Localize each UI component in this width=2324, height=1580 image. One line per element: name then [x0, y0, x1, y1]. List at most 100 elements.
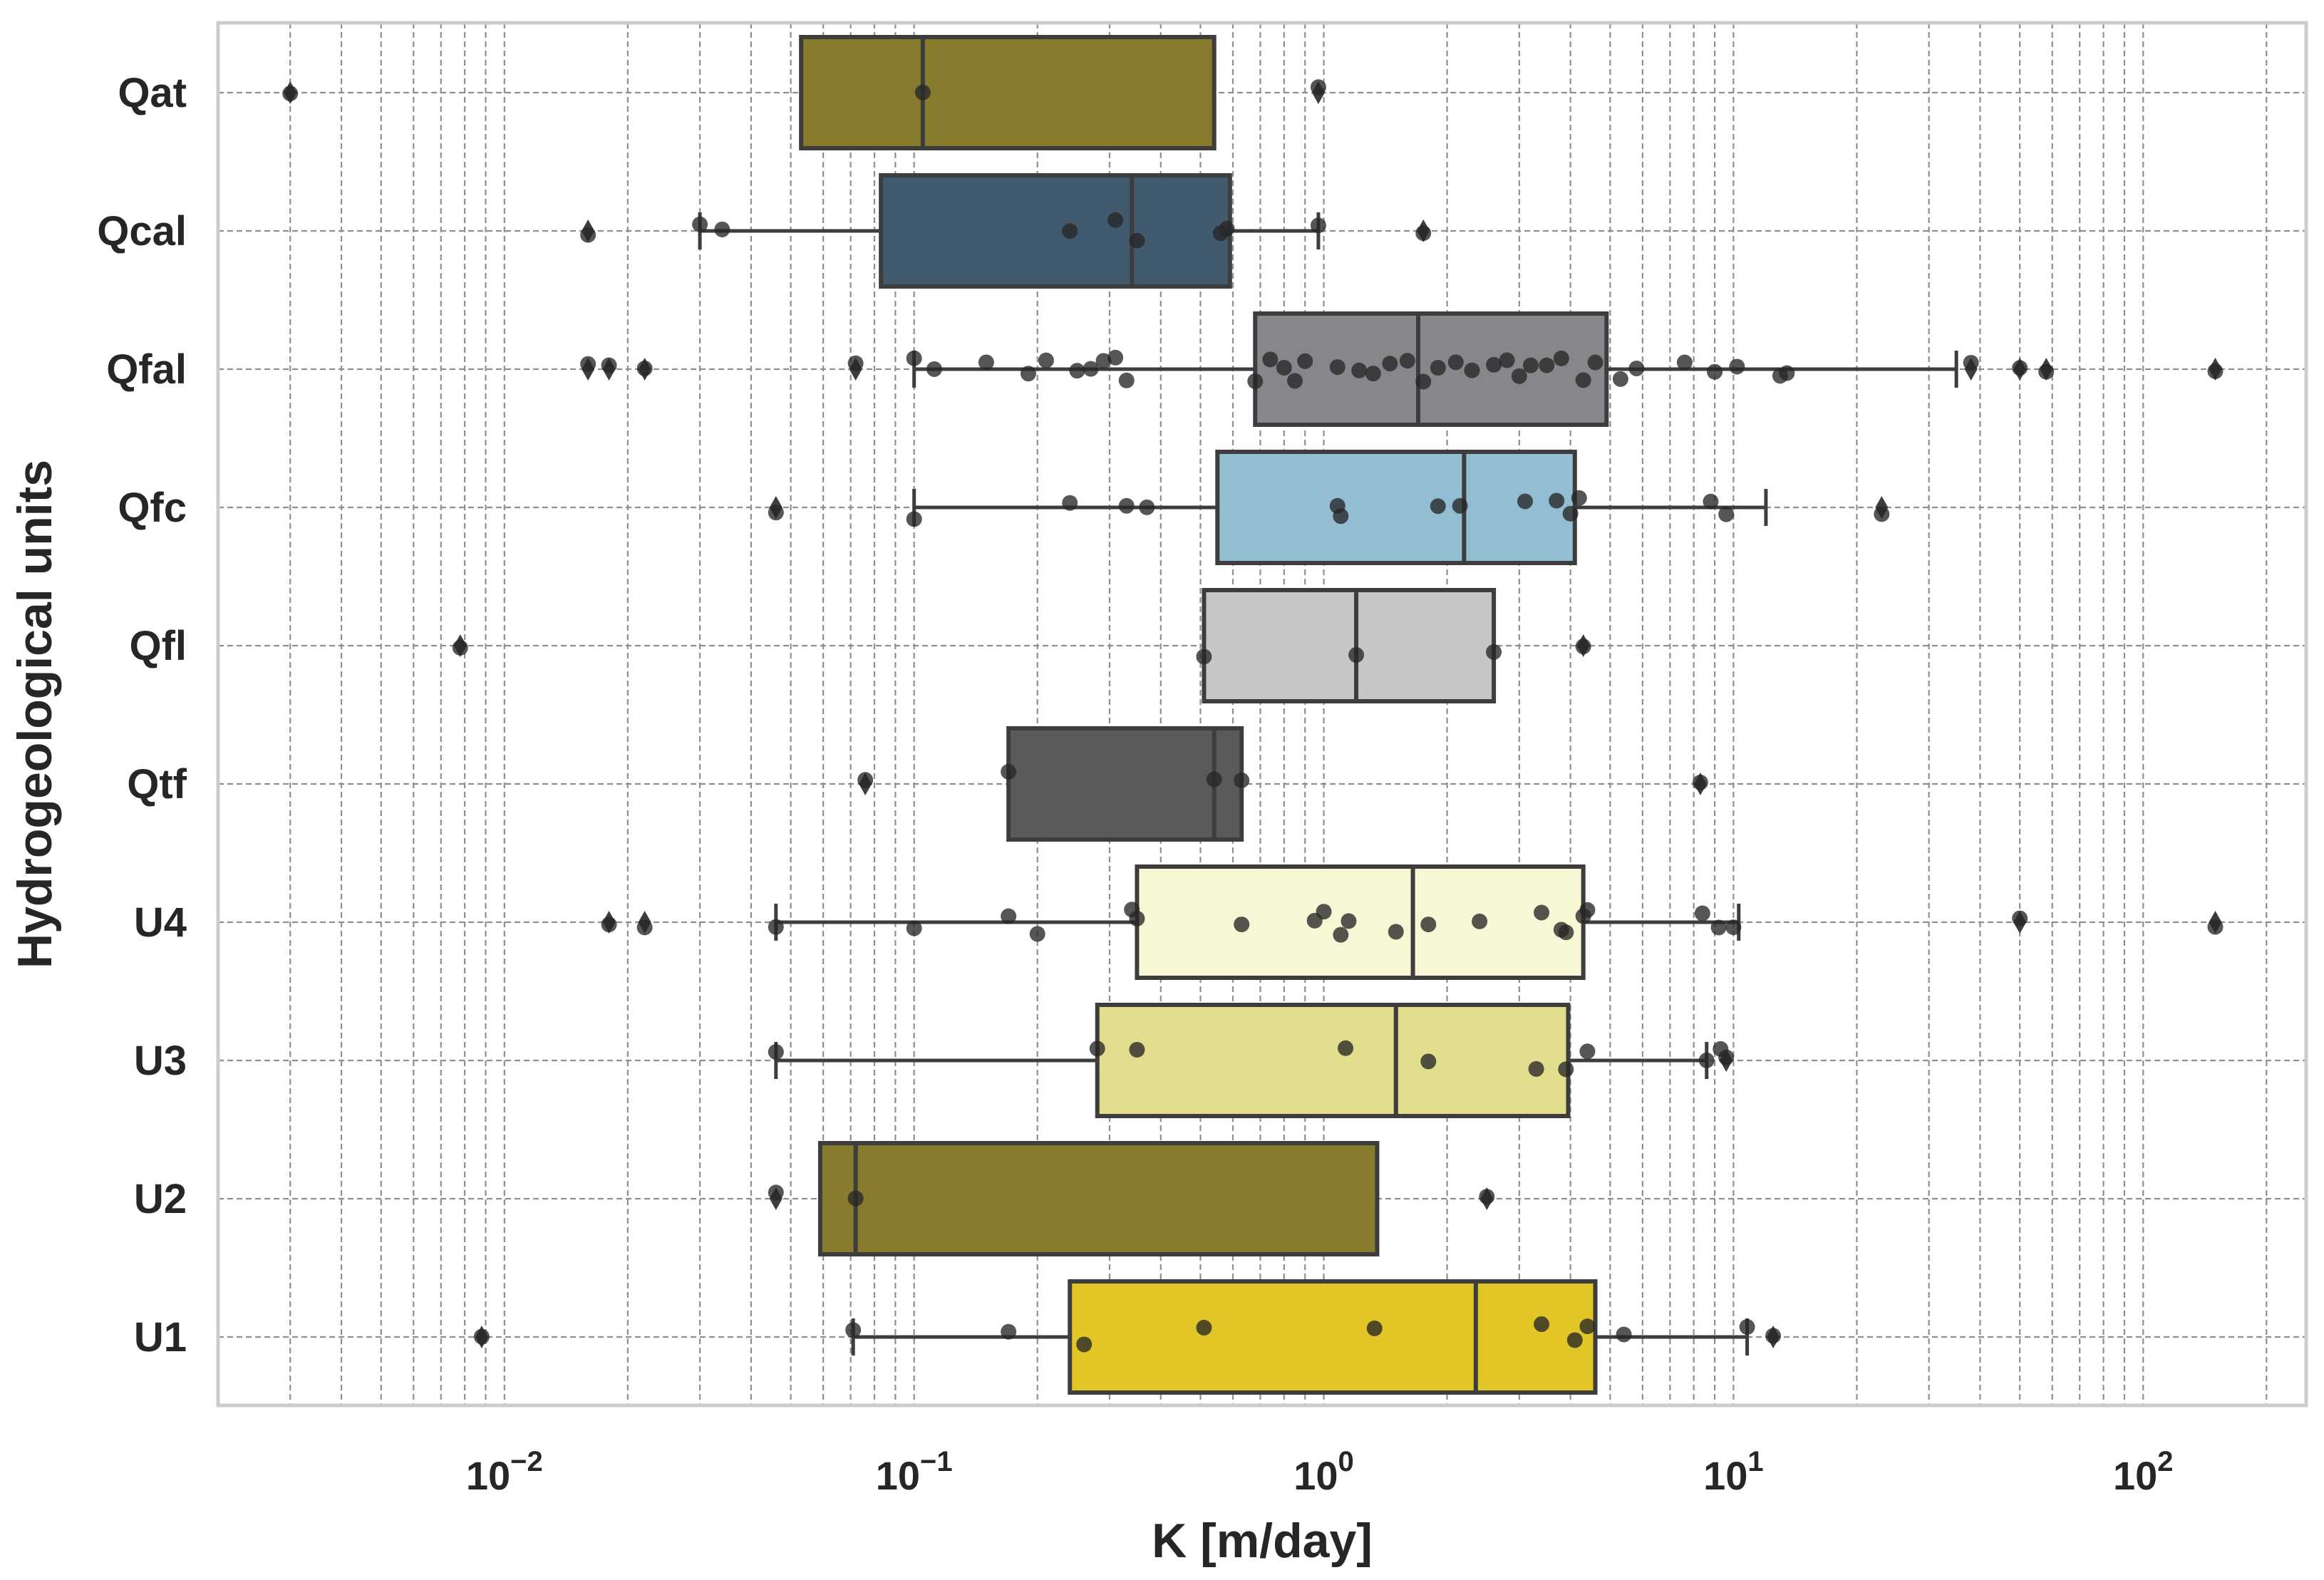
y-tick-label: Qtf — [127, 761, 187, 807]
data-point — [1001, 908, 1017, 924]
data-point — [1001, 763, 1017, 780]
data-point — [1029, 926, 1045, 942]
data-point — [2038, 363, 2055, 380]
data-point — [1486, 644, 1502, 660]
data-point — [580, 356, 597, 372]
data-point — [1963, 354, 1979, 371]
data-point — [1628, 360, 1645, 376]
data-point — [1676, 354, 1693, 371]
box-group-u2 — [817, 1141, 1380, 1256]
data-point — [1575, 372, 1591, 388]
data-point — [1348, 646, 1365, 663]
data-point — [768, 505, 784, 521]
y-tick-label: Qfal — [106, 346, 187, 393]
data-point — [1329, 359, 1346, 376]
data-point — [1511, 368, 1527, 384]
data-point — [1522, 357, 1539, 373]
data-point — [2207, 363, 2224, 379]
y-axis-label: Hydrogeological units — [8, 460, 62, 969]
data-point — [1707, 363, 1723, 380]
data-point — [1579, 902, 1596, 918]
data-point — [1765, 1328, 1782, 1344]
y-tick-labels: Qat Qcal Qfal Qfc Qfl Qtf U4 U3 U2 U1 — [97, 70, 187, 1360]
y-tick-label: U2 — [134, 1176, 187, 1222]
data-point — [1729, 358, 1745, 375]
data-point — [1139, 499, 1155, 515]
data-point — [906, 920, 922, 936]
data-point — [1206, 771, 1222, 788]
x-tick-exponent: 0 — [1338, 1446, 1354, 1477]
data-point — [1718, 506, 1735, 522]
data-point — [1779, 365, 1795, 381]
box-group-qfl — [1202, 588, 1497, 703]
data-point — [1703, 493, 1719, 510]
data-point — [1107, 212, 1124, 228]
data-point — [1420, 1053, 1437, 1070]
data-point — [1076, 1336, 1093, 1353]
x-tick-label: 10−1 — [876, 1446, 953, 1498]
data-point — [1692, 774, 1708, 790]
data-point — [847, 355, 864, 371]
data-point — [1587, 354, 1603, 371]
data-point — [1534, 904, 1550, 921]
box-qfc — [1215, 450, 1577, 565]
data-point — [1566, 1332, 1583, 1348]
data-point — [1310, 217, 1326, 234]
data-point — [768, 1184, 784, 1201]
box-qcal — [879, 173, 1232, 289]
data-point — [906, 511, 922, 527]
data-point — [580, 227, 597, 243]
data-point — [1276, 359, 1292, 376]
x-tick-label: 102 — [2113, 1446, 2174, 1498]
data-point — [1575, 639, 1591, 655]
y-tick-label: Qfl — [129, 623, 187, 669]
data-point — [1430, 498, 1446, 515]
data-point — [1129, 232, 1145, 249]
x-tick-label: 101 — [1703, 1446, 1764, 1498]
box-u3 — [1095, 1003, 1571, 1118]
data-point — [1316, 904, 1332, 920]
data-point — [1725, 919, 1742, 936]
data-point — [2012, 360, 2028, 376]
data-point — [1388, 924, 1404, 940]
data-point — [1549, 492, 1565, 509]
data-point — [1365, 366, 1381, 382]
data-point — [1286, 373, 1303, 389]
y-tick-label: Qcal — [97, 208, 187, 254]
data-point — [1447, 354, 1464, 371]
y-tick-label: Qat — [118, 70, 187, 116]
data-point — [1415, 373, 1432, 390]
data-point — [1472, 913, 1488, 929]
data-points — [282, 79, 2224, 1353]
data-point — [1196, 649, 1212, 665]
data-point — [1571, 490, 1587, 506]
data-point — [714, 221, 730, 237]
data-point — [906, 350, 922, 366]
data-point — [1310, 79, 1326, 95]
box-group-qfc — [912, 450, 1768, 565]
data-point — [926, 361, 942, 377]
data-point — [1430, 360, 1446, 376]
data-point — [2207, 919, 2224, 935]
data-point — [1874, 506, 1890, 522]
data-point — [914, 84, 931, 100]
data-point — [1562, 505, 1579, 522]
y-tick-label: U3 — [134, 1038, 187, 1084]
data-point — [1558, 924, 1574, 941]
boxes — [698, 35, 1958, 1395]
x-tick-base: 10 — [466, 1453, 510, 1498]
data-point — [1107, 349, 1124, 366]
data-point — [636, 361, 653, 377]
x-tick-exponent: 2 — [2157, 1446, 2173, 1477]
data-point — [1219, 220, 1235, 237]
x-axis-label: K [m/day] — [1152, 1514, 1373, 1568]
data-point — [1062, 223, 1078, 239]
data-point — [636, 919, 653, 936]
data-point — [1517, 493, 1533, 510]
data-point — [1718, 1049, 1735, 1065]
box-group-u3 — [774, 1003, 1709, 1118]
data-point — [845, 1322, 862, 1338]
data-point — [1129, 1041, 1145, 1058]
box-u1 — [1068, 1279, 1598, 1395]
data-point — [1539, 357, 1555, 373]
